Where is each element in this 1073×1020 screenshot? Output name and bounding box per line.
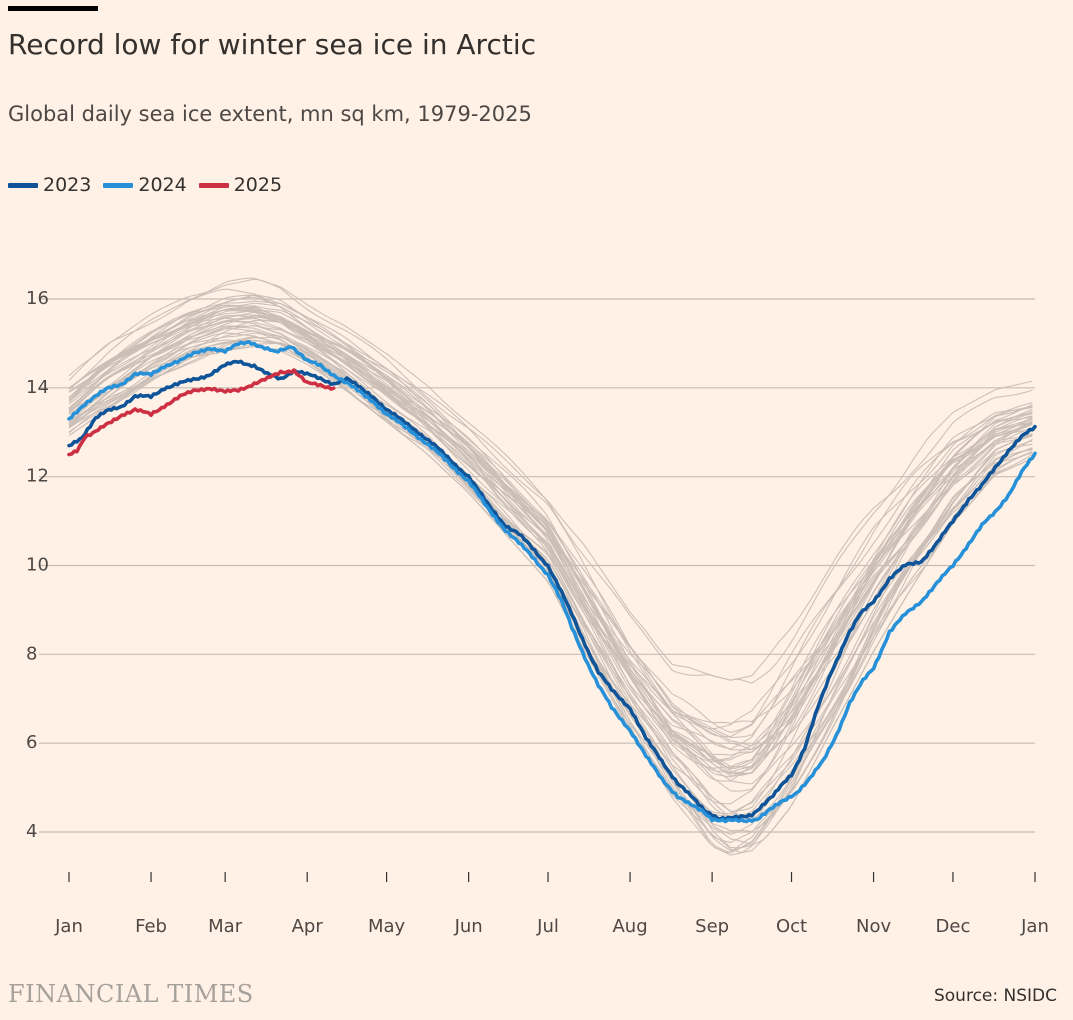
- y-tick-label-10: 10: [26, 555, 49, 576]
- y-tick-label-6: 6: [26, 732, 37, 753]
- historical-line: [68, 288, 1033, 733]
- ft-top-bar: [8, 6, 98, 11]
- chart-subtitle: Global daily sea ice extent, mn sq km, 1…: [8, 102, 532, 126]
- y-tick-label-12: 12: [26, 466, 49, 487]
- x-tick-label-oct-9: Oct: [776, 916, 807, 937]
- legend-item-2024: 2024: [103, 174, 187, 196]
- legend-label-2024: 2024: [138, 174, 187, 196]
- x-tick-label-sep-8: Sep: [695, 916, 729, 937]
- ft-logo: FINANCIAL TIMES: [8, 980, 254, 1008]
- x-tick-label-jan-0: Jan: [54, 916, 83, 937]
- historical-line: [68, 345, 1033, 856]
- y-tick-label-4: 4: [26, 821, 37, 842]
- legend-swatch-2025: [198, 182, 229, 188]
- x-tick-label-jan-12: Jan: [1020, 916, 1049, 937]
- y-tick-label-16: 16: [26, 288, 49, 309]
- chart-title: Record low for winter sea ice in Arctic: [8, 28, 536, 61]
- series-line-2025: [67, 368, 336, 457]
- legend-item-2023: 2023: [8, 174, 91, 196]
- y-tick-label-14: 14: [26, 377, 49, 398]
- legend: 2023 2024 2025: [8, 174, 282, 196]
- historical-line: [68, 311, 1033, 769]
- x-tick-label-apr-3: Apr: [292, 916, 324, 937]
- x-tick-label-mar-2: Mar: [208, 916, 243, 937]
- historical-line: [68, 339, 1033, 844]
- legend-swatch-2023: [8, 182, 38, 188]
- series-line-2023: [67, 359, 1037, 822]
- historical-line: [68, 300, 1033, 738]
- legend-swatch-2024: [103, 182, 134, 188]
- x-tick-label-nov-10: Nov: [856, 916, 891, 937]
- historical-lines: [68, 277, 1033, 856]
- x-tick-label-jul-6: Jul: [536, 916, 559, 937]
- historical-line: [68, 278, 1033, 681]
- historical-line: [68, 320, 1033, 775]
- historical-line: [68, 308, 1033, 774]
- historical-line: [68, 294, 1033, 747]
- historical-line: [68, 277, 1033, 684]
- source-note: Source: NSIDC: [933, 986, 1057, 1006]
- historical-line: [68, 307, 1033, 768]
- historical-line: [68, 319, 1033, 763]
- historical-line: [68, 336, 1033, 846]
- legend-label-2025: 2025: [233, 174, 283, 196]
- historical-line: [68, 315, 1033, 774]
- x-tick-label-jun-5: Jun: [454, 916, 483, 937]
- historical-line: [68, 304, 1033, 750]
- legend-item-2025: 2025: [198, 174, 283, 196]
- historical-line: [68, 332, 1033, 852]
- legend-label-2023: 2023: [43, 174, 92, 196]
- x-axis: Jan Feb Mar Apr May Jun Jul Aug Sep Oct Nov Dec Jan: [54, 872, 1049, 937]
- historical-line: [68, 336, 1033, 854]
- x-tick-label-may-4: May: [368, 916, 406, 937]
- historical-line: [68, 320, 1033, 812]
- x-tick-label-feb-1: Feb: [135, 916, 167, 937]
- y-tick-label-8: 8: [26, 643, 37, 664]
- series-line-2024: [67, 340, 1037, 824]
- historical-line: [68, 302, 1033, 730]
- series-lines: [67, 340, 1037, 824]
- historical-line: [68, 332, 1033, 815]
- x-tick-label-dec-11: Dec: [936, 916, 971, 937]
- x-tick-label-aug-7: Aug: [612, 916, 647, 937]
